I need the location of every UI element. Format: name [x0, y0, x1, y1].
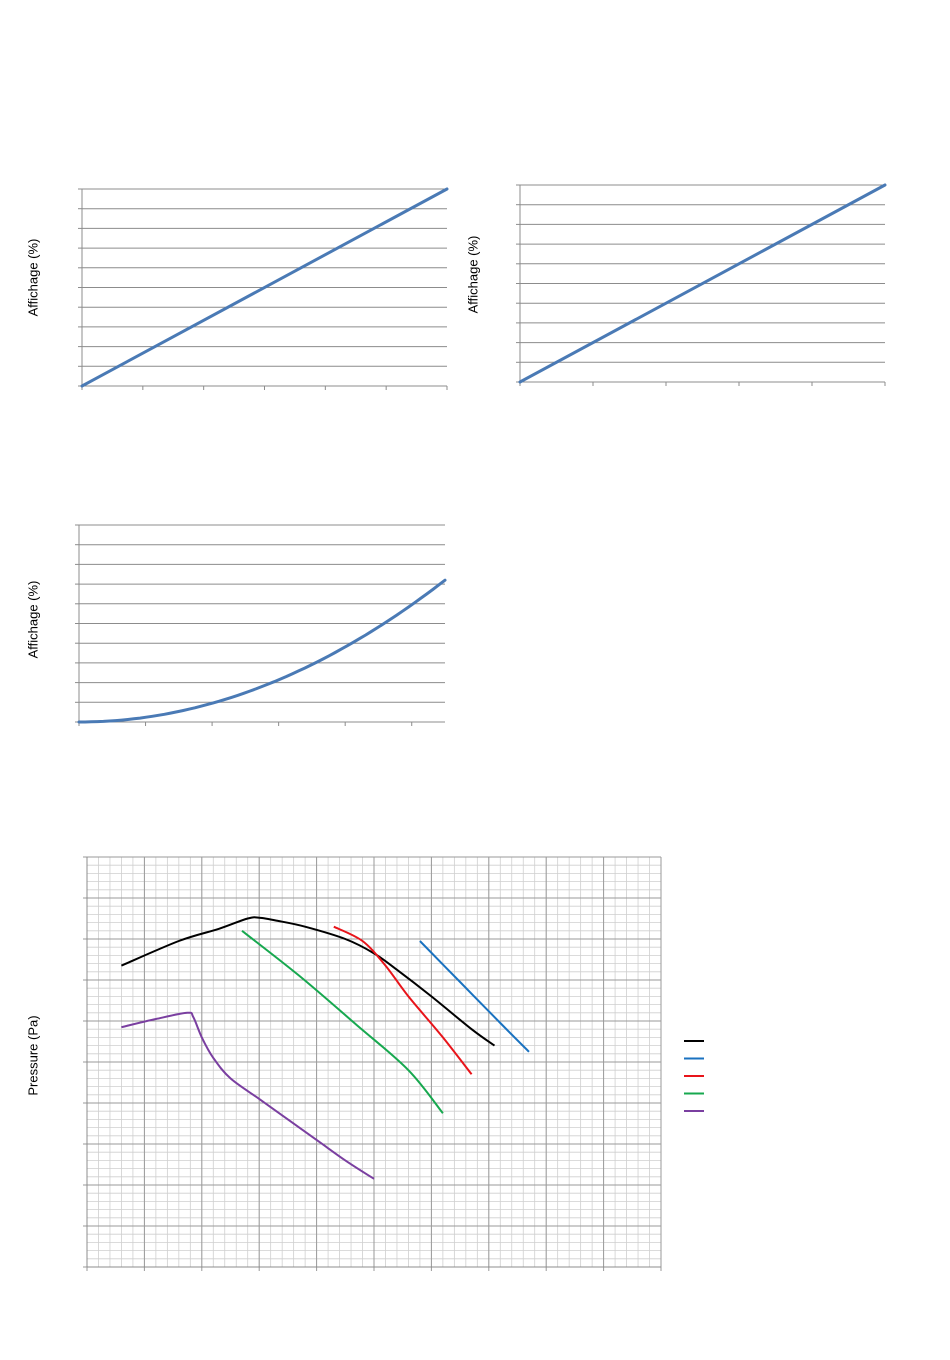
- chart2-ylabel: Affichage (%): [465, 235, 481, 314]
- chart2-series-line: [518, 183, 887, 384]
- chart4-series-line: [121, 1011, 375, 1180]
- chart4-series-line: [333, 925, 473, 1075]
- chart1-series-line: [80, 187, 449, 388]
- chart1-ylabel: Affichage (%): [25, 238, 41, 317]
- chart4-series-line: [241, 930, 444, 1114]
- chart4-series-line: [419, 940, 530, 1053]
- chart4-series-line: [121, 916, 496, 1047]
- chart3-series-line: [77, 578, 447, 724]
- chart4-ylabel: Pressure (Pa): [25, 1015, 41, 1096]
- chart3-ylabel: Affichage (%): [25, 580, 41, 659]
